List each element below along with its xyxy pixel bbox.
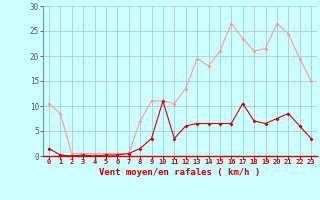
X-axis label: Vent moyen/en rafales ( km/h ): Vent moyen/en rafales ( km/h ) bbox=[100, 168, 260, 177]
